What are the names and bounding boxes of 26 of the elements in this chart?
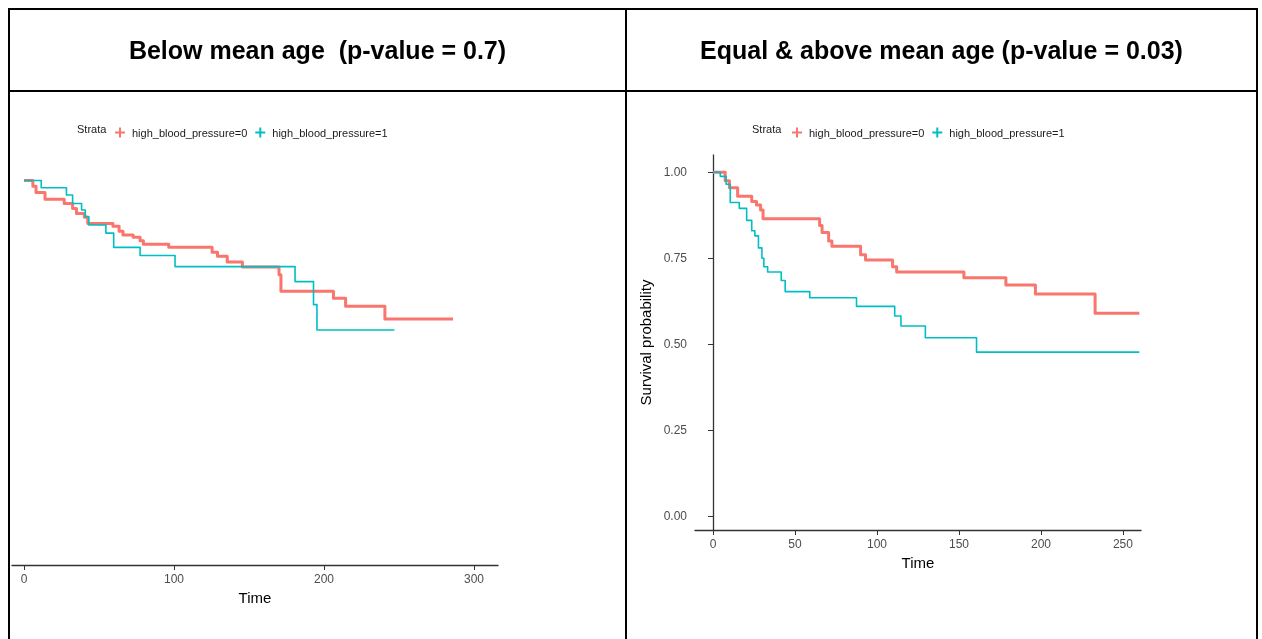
x-tick-label: 200: [1030, 537, 1052, 551]
x-tick-label: 300: [463, 572, 485, 586]
x-axis-title: Time: [901, 553, 935, 571]
x-tick-label: 200: [313, 572, 335, 586]
chart-title: Equal & above mean age (p-value = 0.03): [627, 10, 1256, 92]
legend-label: high_blood_pressure=0: [809, 126, 925, 139]
x-axis-title: Time: [238, 588, 272, 606]
y-tick-label: 0.50: [663, 337, 688, 352]
legend-label: high_blood_pressure=0: [132, 126, 248, 139]
y-tick-label: 0.75: [663, 251, 688, 266]
x-tick-label: 250: [1112, 537, 1134, 551]
x-tick-label: 0: [20, 572, 28, 586]
x-tick-label: 100: [866, 537, 888, 551]
x-tick-label: 0: [709, 537, 717, 551]
x-tick-label: 50: [788, 537, 803, 551]
y-tick-label: 1.00: [663, 165, 688, 180]
legend-label: high_blood_pressure=1: [272, 126, 388, 139]
y-axis-title: Survival probability: [636, 279, 654, 406]
x-tick-label: 150: [948, 537, 970, 551]
legend-title: Strata: [77, 122, 108, 135]
x-tick-label: 100: [163, 572, 185, 586]
y-tick-label: 0.00: [663, 509, 688, 524]
y-tick-label: 0.25: [663, 423, 688, 438]
chart-title: Below mean age (p-value = 0.7): [10, 10, 625, 92]
legend-title: Strata: [752, 122, 783, 135]
legend-label: high_blood_pressure=1: [949, 126, 1065, 139]
